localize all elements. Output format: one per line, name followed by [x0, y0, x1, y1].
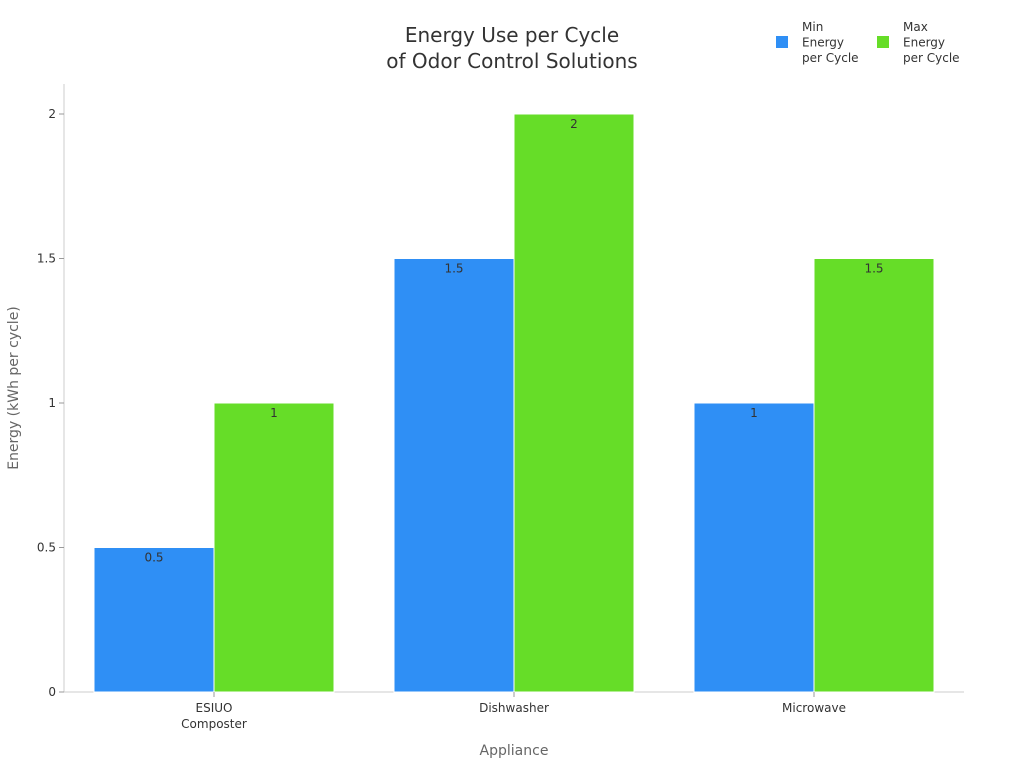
bar-data-label: 1.5: [444, 262, 463, 276]
bar-min-1: [393, 258, 515, 693]
legend-label: per Cycle: [802, 51, 859, 65]
bar-data-label: 0.5: [144, 551, 163, 565]
legend-label: Max: [903, 20, 928, 34]
chart-title-line-1: Energy Use per Cycle: [405, 23, 619, 47]
y-tick-label: 0.5: [37, 541, 56, 555]
legend-swatch: [776, 36, 788, 48]
chart-title-line-2: of Odor Control Solutions: [386, 49, 637, 73]
bar-max-0: [213, 402, 335, 693]
bars: [93, 113, 935, 693]
y-axis-title: Energy (kWh per cycle): [6, 306, 22, 470]
legend-swatch: [877, 36, 889, 48]
legend-label: per Cycle: [903, 51, 960, 65]
x-tick-label: Composter: [181, 717, 247, 731]
y-axis-ticks: 0 0.5 1 1.5 2: [37, 107, 64, 699]
bar-data-label: 1: [750, 406, 758, 420]
legend-label: Energy: [802, 36, 844, 50]
chart-title: Energy Use per Cycle of Odor Control Sol…: [386, 23, 637, 73]
y-tick-label: 1: [48, 396, 56, 410]
bar-min-0: [93, 547, 215, 693]
bar-data-labels: 0.5 1 1.5 2 1 1.5: [144, 117, 883, 565]
bar-data-label: 1.5: [864, 262, 883, 276]
bar-max-1: [513, 113, 635, 693]
legend-label: Energy: [903, 36, 945, 50]
x-axis-title: Appliance: [480, 743, 549, 759]
y-tick-label: 2: [48, 107, 56, 121]
bar-min-2: [693, 402, 815, 693]
y-tick-label: 0: [48, 685, 56, 699]
bar-max-2: [813, 258, 935, 693]
y-tick-label: 1.5: [37, 252, 56, 266]
legend-label: Min: [802, 20, 823, 34]
x-tick-label: ESIUO: [196, 701, 233, 715]
x-axis-ticks: ESIUO Composter Dishwasher Microwave: [181, 692, 846, 731]
bar-data-label: 2: [570, 117, 578, 131]
bar-data-label: 1: [270, 406, 278, 420]
x-tick-label: Microwave: [782, 701, 846, 715]
x-tick-label: Dishwasher: [479, 701, 549, 715]
